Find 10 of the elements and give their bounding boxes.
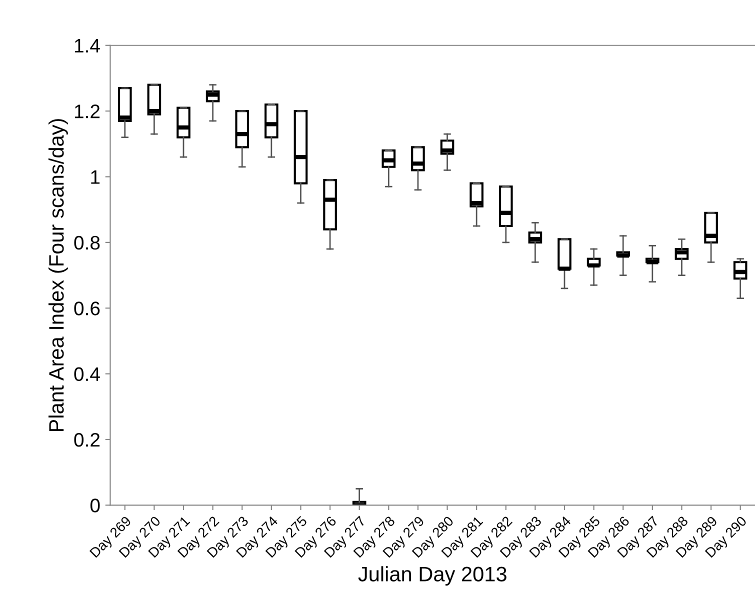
- y-tick-label: 0.4: [74, 367, 100, 382]
- y-tick-label: 1.2: [74, 104, 100, 118]
- y-tick-label: 1.4: [74, 39, 100, 52]
- y-tick-label: 0: [90, 498, 100, 512]
- y-tick-label: 0.8: [74, 236, 100, 250]
- y-tick-label: 0.2: [74, 432, 100, 447]
- x-axis-title: Julian Day 2013: [358, 566, 506, 586]
- y-axis-title: Plant Area Index (Four scans/day): [48, 119, 68, 432]
- y-tick-label: 1: [91, 170, 100, 184]
- y-tick-label: 0.6: [74, 302, 100, 316]
